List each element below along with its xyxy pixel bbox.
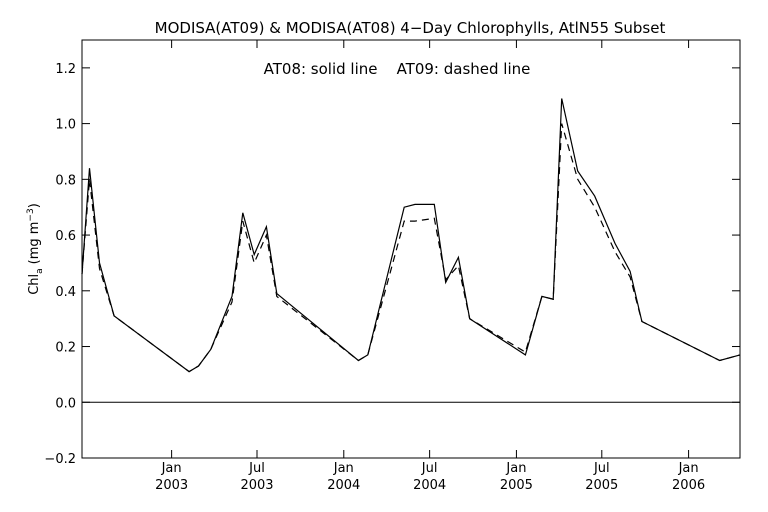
y-tick-label: 1.0 <box>55 118 76 133</box>
y-tick-label: 0.8 <box>55 173 76 188</box>
plot-frame <box>81 39 741 459</box>
y-tick-label: 0.4 <box>55 285 76 300</box>
x-tick-year: 2005 <box>585 478 618 493</box>
x-tick-year: 2003 <box>155 478 188 493</box>
y-axis: −0.2 0.0 0.2 0.4 0.6 0.8 1.0 1.2 <box>44 62 740 467</box>
y-label-sub: a <box>35 268 45 274</box>
y-label-units: (mg m <box>27 222 42 265</box>
x-tick-year: 2006 <box>672 478 705 493</box>
y-tick-label: 1.2 <box>55 62 76 77</box>
y-tick-label: −0.2 <box>44 452 76 467</box>
chart-annotation: AT08: solid line AT09: dashed line <box>264 60 531 78</box>
y-tick-label: 0.0 <box>55 396 76 411</box>
x-tick-year: 2004 <box>413 478 446 493</box>
y-label-sup: −3 <box>26 208 36 221</box>
x-tick-month: Jul <box>421 461 438 476</box>
y-tick-label: 0.2 <box>55 341 76 356</box>
x-tick-month: Jan <box>678 461 699 476</box>
x-axis: Jan 2003 Jul 2003 Jan 2004 Jul 2004 Jan 2005 Jul 20… <box>155 40 705 493</box>
y-label-main: Chl <box>27 274 42 295</box>
x-tick-year: 2005 <box>500 478 533 493</box>
chart-title: MODISA(AT09) & MODISA(AT08) 4−Day Chloro… <box>155 19 666 37</box>
series-line-at09 <box>81 123 741 373</box>
x-tick-year: 2004 <box>327 478 360 493</box>
x-tick-month: Jan <box>505 461 526 476</box>
x-tick-month: Jan <box>333 461 354 476</box>
y-tick-label: 0.6 <box>55 229 76 244</box>
x-tick-month: Jul <box>248 461 265 476</box>
x-tick-month: Jan <box>161 461 182 476</box>
y-label-close: ) <box>27 203 42 208</box>
series-lines <box>81 98 741 373</box>
x-tick-year: 2003 <box>240 478 273 493</box>
x-tick-month: Jul <box>593 461 610 476</box>
y-axis-label: Chla (mg m−3) <box>26 203 45 295</box>
series-line-at08 <box>81 98 741 373</box>
